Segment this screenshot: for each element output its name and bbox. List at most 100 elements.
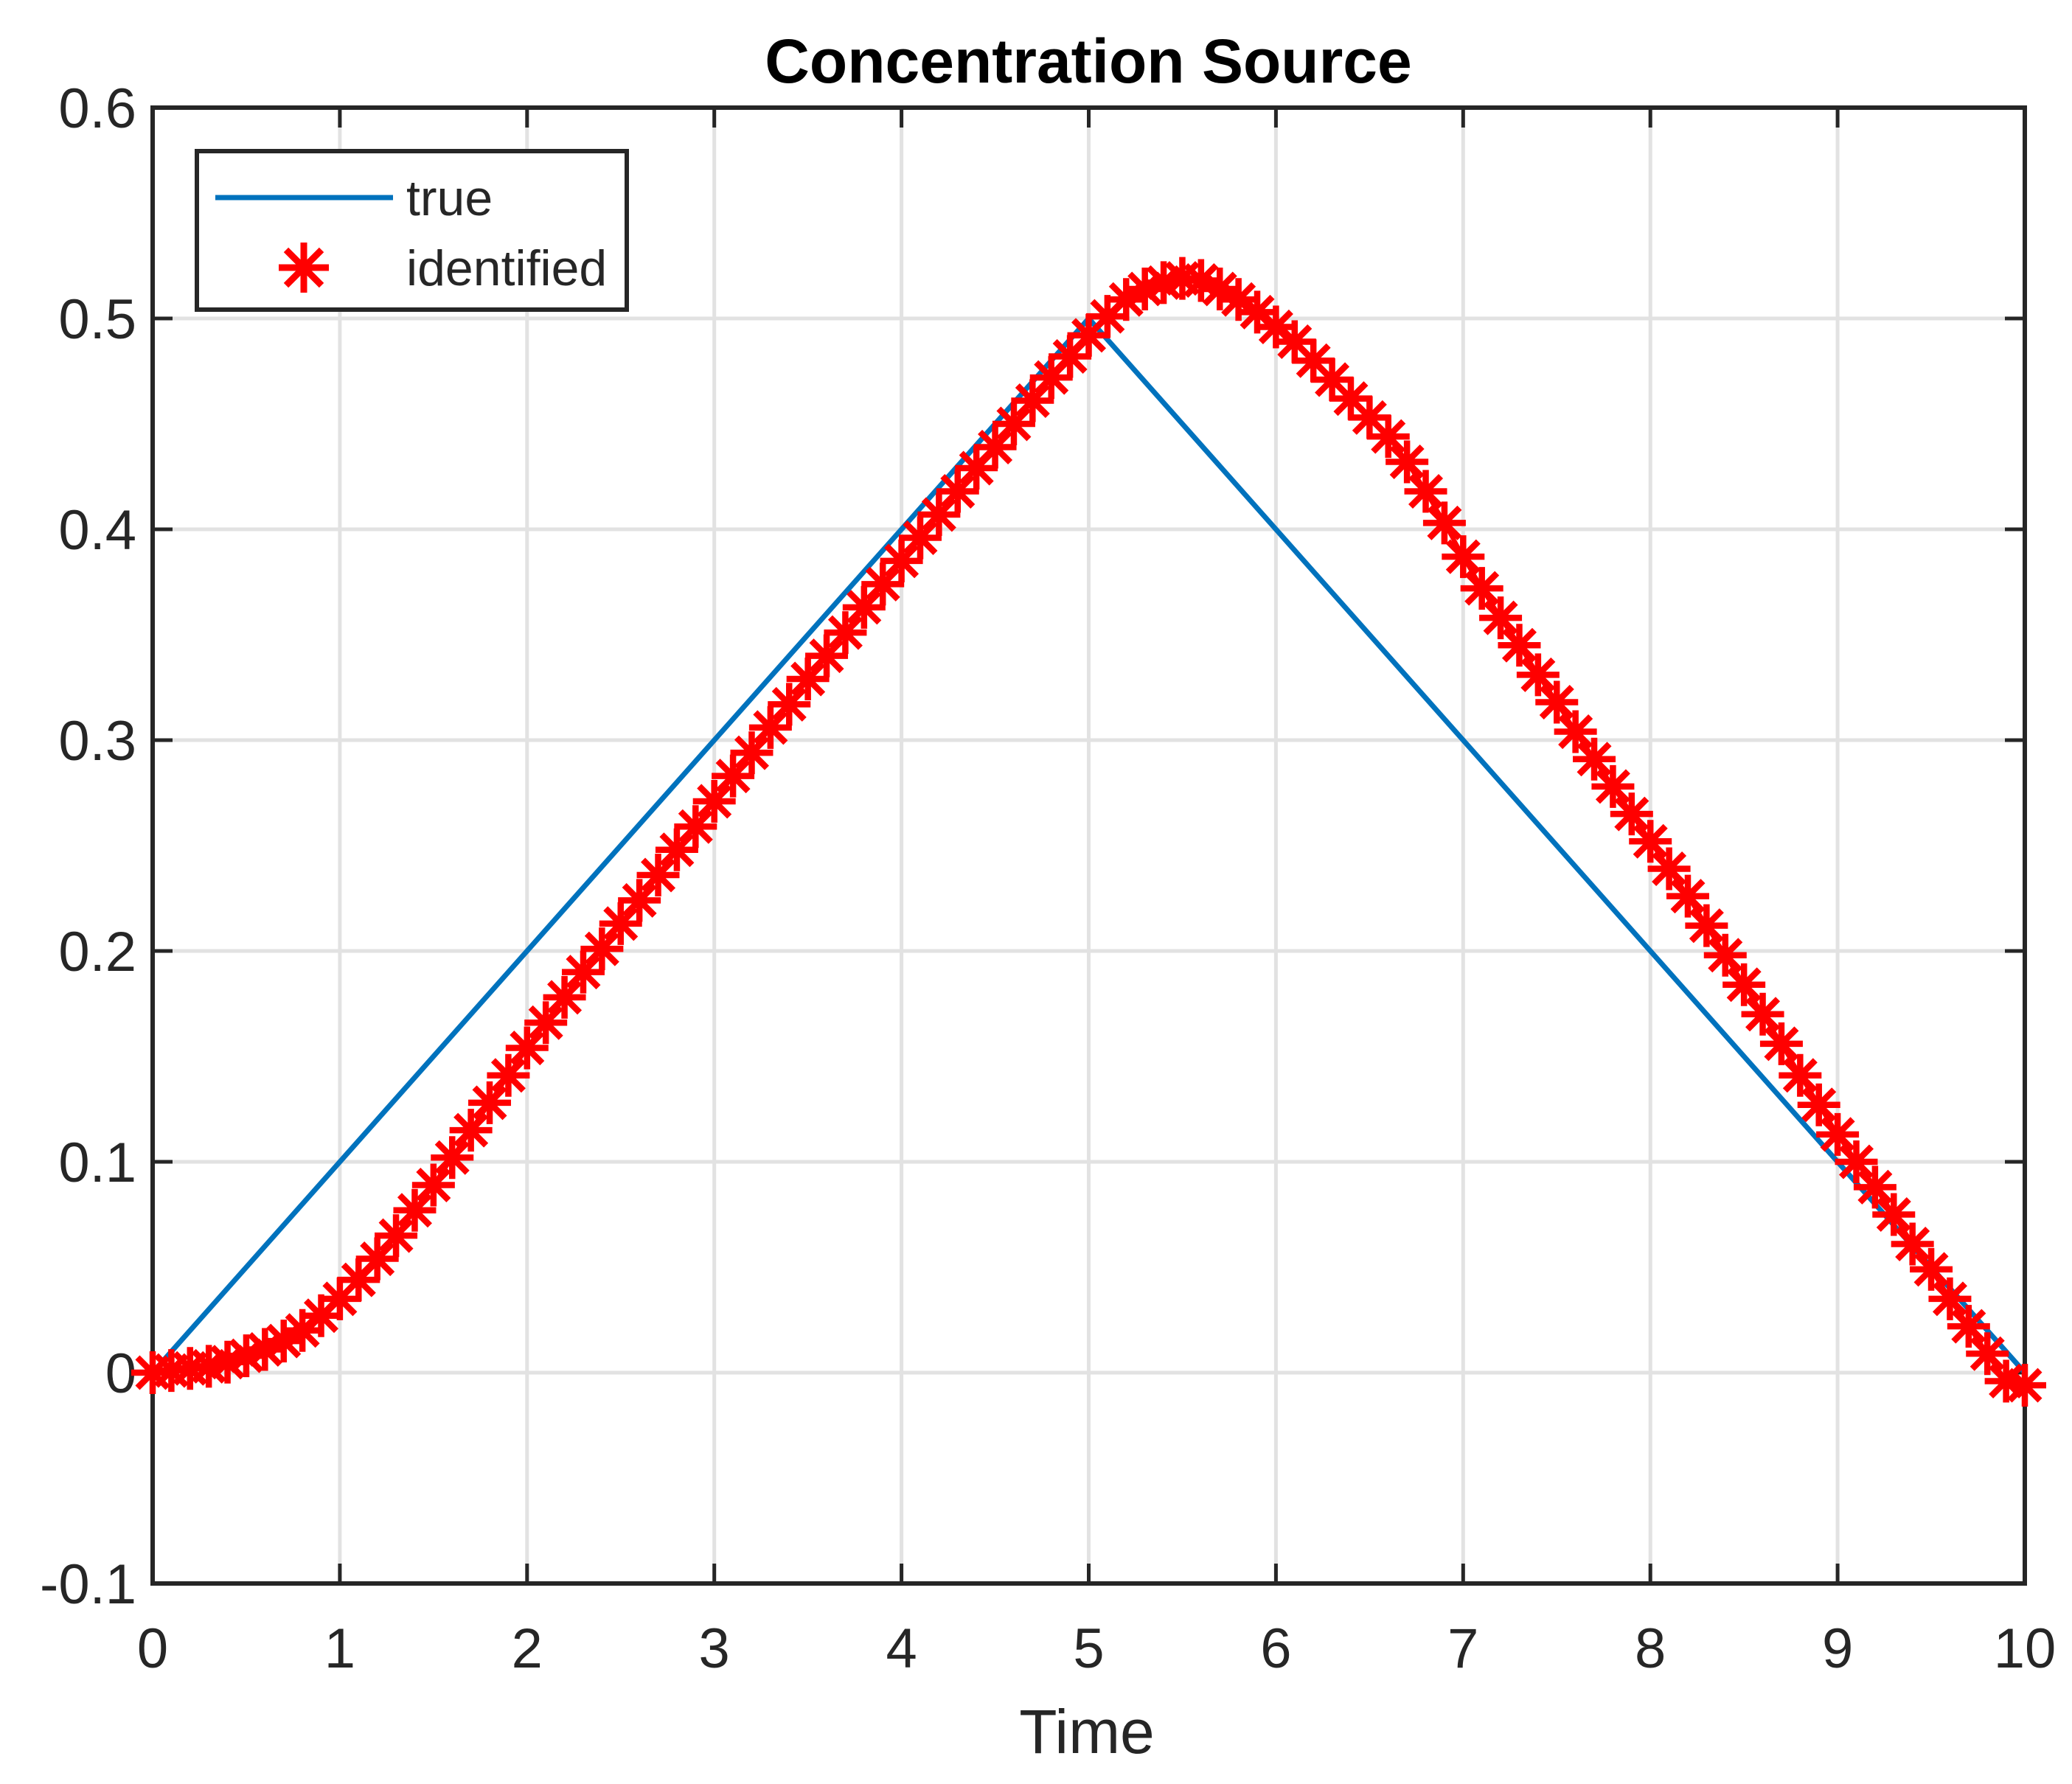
identified-marker: [1366, 415, 1410, 459]
x-tick-label: 5: [1073, 1617, 1104, 1680]
identified-marker: [524, 1001, 568, 1045]
y-tick-label: 0.3: [58, 710, 136, 773]
identified-marker: [898, 516, 942, 560]
identified-marker: [505, 1026, 549, 1070]
identified-marker: [1310, 358, 1354, 401]
x-tick-label: 10: [1994, 1617, 2057, 1680]
identified-marker: [1666, 874, 1709, 918]
identified-marker: [299, 1294, 343, 1337]
identified-marker: [1853, 1165, 1897, 1209]
identified-marker: [1386, 440, 1429, 484]
legend-box: [195, 149, 629, 312]
identified-marker: [1011, 379, 1054, 422]
identified-marker: [206, 1340, 249, 1384]
identified-marker: [692, 779, 736, 823]
identified-marker: [674, 805, 717, 849]
series-layer: [131, 257, 2046, 1407]
legend-label-identified: identified: [406, 240, 607, 296]
identified-marker: [1105, 278, 1148, 321]
y-tick-label: 0.1: [58, 1132, 136, 1194]
identified-marker: [599, 902, 642, 945]
identified-marker: [1928, 1277, 1972, 1320]
identified-marker: [955, 447, 998, 490]
x-tick-label: 7: [1447, 1617, 1478, 1680]
identified-marker: [1516, 653, 1560, 697]
identified-marker: [1685, 904, 1728, 947]
legend: true identified: [195, 149, 629, 312]
identified-marker: [1722, 963, 1766, 1006]
identified-marker: [1703, 933, 1747, 977]
y-tick-label: 0.5: [58, 288, 136, 351]
identified-marker: [824, 611, 867, 655]
x-tick-label: 2: [512, 1617, 543, 1680]
identified-marker: [636, 854, 680, 897]
identified-marker: [468, 1081, 512, 1124]
identified-marker: [1779, 1053, 1822, 1097]
identified-marker: [842, 585, 886, 629]
identified-marker: [487, 1053, 530, 1097]
identified-marker: [543, 975, 586, 1019]
x-tick-label: 6: [1260, 1617, 1291, 1680]
identified-marker: [411, 1163, 455, 1207]
y-tick-label: 0.6: [58, 77, 136, 140]
y-tick-label: -0.1: [40, 1553, 136, 1616]
identified-marker: [1947, 1305, 1990, 1348]
x-tick-label: 8: [1635, 1617, 1666, 1680]
chart-title: Concentration Source: [765, 27, 1411, 96]
identified-marker: [1085, 295, 1129, 338]
identified-marker: [1067, 313, 1110, 357]
identified-marker: [318, 1277, 361, 1320]
identified-marker: [1891, 1222, 1934, 1266]
identified-marker: [561, 950, 605, 994]
legend-label-true: true: [406, 170, 493, 226]
identified-marker: [1479, 596, 1523, 640]
identified-marker: [281, 1309, 324, 1352]
identified-marker: [355, 1237, 399, 1280]
identified-marker: [2003, 1364, 2046, 1407]
y-tick-label: 0.2: [58, 921, 136, 983]
identified-marker: [1910, 1247, 1953, 1291]
identified-marker: [805, 634, 849, 677]
identified-marker: [936, 470, 979, 513]
x-tick-label: 3: [699, 1617, 730, 1680]
identified-marker: [1123, 267, 1167, 310]
grid-layer: [153, 108, 2025, 1583]
identified-marker: [917, 492, 961, 536]
x-tick-label: 0: [137, 1617, 168, 1680]
identified-marker: [1554, 710, 1597, 753]
identified-marker: [880, 539, 923, 582]
identified-marker: [1404, 470, 1447, 513]
identified-marker: [224, 1334, 268, 1378]
identified-marker: [1329, 377, 1372, 420]
identified-marker: [1348, 396, 1391, 439]
identified-marker: [1179, 259, 1223, 302]
identified-marker: [992, 403, 1035, 445]
identified-marker: [1292, 339, 1335, 383]
y-tick-label: 0: [105, 1342, 136, 1405]
identified-marker: [1049, 335, 1092, 378]
identified-marker: [580, 927, 624, 971]
identified-marker: [1610, 792, 1653, 836]
identified-marker: [730, 731, 773, 775]
identified-marker: [1591, 764, 1635, 808]
identified-marker: [1741, 992, 1784, 1036]
y-tick-label: 0.4: [58, 499, 136, 562]
x-tick-label: 9: [1822, 1617, 1853, 1680]
identified-marker: [768, 683, 811, 726]
identified-marker: [1835, 1140, 1878, 1183]
legend-marker-sample: [279, 243, 329, 293]
identified-marker: [1254, 305, 1298, 349]
identified-marker: [655, 828, 698, 871]
identified-marker: [1816, 1112, 1860, 1156]
identified-marker: [1460, 567, 1503, 610]
identified-marker: [1647, 847, 1691, 891]
identified-marker: [431, 1136, 474, 1180]
identified-marker: [243, 1328, 287, 1371]
identified-marker: [393, 1188, 437, 1232]
x-axis-label: Time: [1019, 1697, 1155, 1766]
identified-marker: [973, 425, 1017, 469]
identified-marker: [1984, 1359, 2028, 1403]
identified-marker: [1236, 290, 1279, 334]
